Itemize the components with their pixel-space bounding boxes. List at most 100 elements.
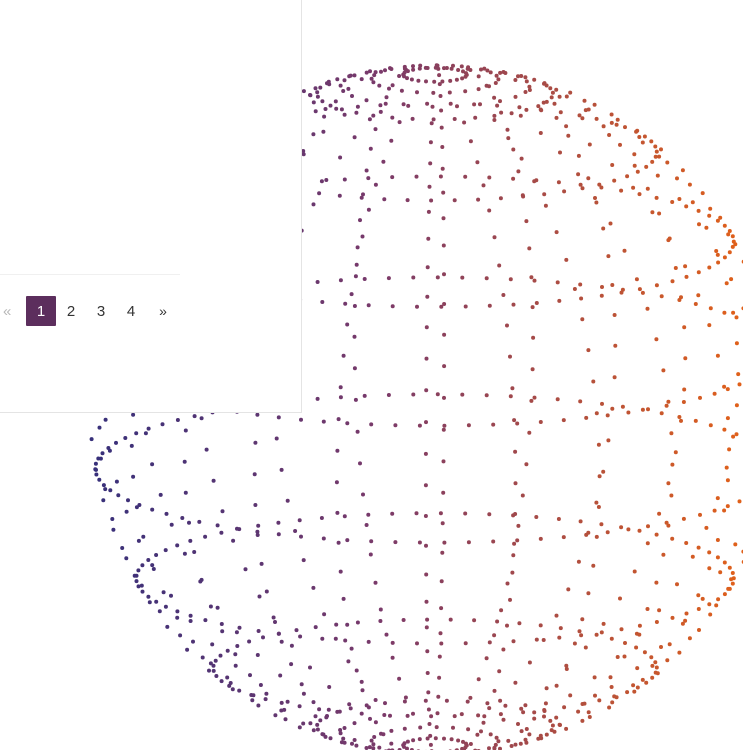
sphere-dot [271,615,276,620]
sphere-dot [120,546,125,550]
sphere-dot [359,195,364,200]
sphere-dot [482,66,487,71]
sphere-dot [625,690,630,695]
sphere-dot [324,178,329,182]
sphere-dot [255,533,260,537]
sphere-dot [578,399,583,404]
sphere-dot [308,665,312,670]
sphere-dot [439,606,444,611]
sphere-dot [354,668,359,673]
sphere-dot [644,164,649,169]
sphere-dot [233,652,238,657]
sphere-dot [523,90,528,94]
sphere-dot [439,304,444,309]
sphere-dot [527,732,532,737]
sphere-dot [487,640,492,645]
sphere-dot [481,720,486,725]
sphere-dot [359,711,364,716]
sphere-dot [614,122,619,127]
sphere-dot [276,415,281,420]
sphere-dot [653,670,658,675]
sphere-dot [424,388,429,393]
sphere-dot [722,508,727,513]
sphere-dot [731,576,736,581]
pagination-next-button[interactable]: » [159,303,167,319]
pagination-page-4[interactable]: 4 [126,302,136,320]
sphere-dot [452,117,457,121]
sphere-dot [325,714,329,718]
sphere-dot [666,523,671,528]
pagination-page-3[interactable]: 3 [96,302,106,320]
sphere-dot [683,356,688,361]
sphere-dot [542,714,546,719]
sphere-dot [405,69,410,74]
sphere-dot [637,287,642,292]
sphere-dot [550,723,555,728]
sphere-dot [681,516,686,521]
sphere-dot [632,569,637,574]
sphere-dot [345,322,350,327]
sphere-dot [712,508,717,513]
sphere-dot [576,153,581,158]
sphere-dot [285,498,290,503]
sphere-dot [297,725,302,730]
sphere-dot [362,277,367,281]
sphere-dot [632,689,637,694]
sphere-dot [682,387,687,392]
sphere-dot [484,276,489,281]
sphere-dot [440,145,445,149]
sphere-dot [301,149,306,153]
sphere-dot [323,107,328,111]
pagination-prev-button[interactable]: « [3,302,12,320]
sphere-dot [670,615,675,620]
sphere-dot [150,462,155,467]
sphere-dot [276,520,281,525]
pagination-page-1[interactable]: 1 [26,296,56,326]
sphere-dot [508,597,512,602]
sphere-dot [696,270,701,275]
sphere-dot [555,397,560,402]
sphere-dot [354,110,359,115]
sphere-dot [657,211,662,216]
sphere-dot [321,536,326,541]
sphere-dot [653,154,658,159]
sphere-dot [250,698,255,703]
sphere-dot [475,160,480,165]
sphere-dot [434,725,439,730]
sphere-dot [582,98,587,103]
sphere-dot [655,173,660,178]
sphere-dot [492,633,497,638]
sphere-dot [718,570,723,575]
sphere-dot [503,703,508,708]
sphere-dot [440,550,445,555]
sphere-dot [188,538,193,543]
sphere-dot [484,393,489,398]
sphere-dot [355,104,360,109]
sphere-dot [337,193,342,198]
sphere-dot [393,540,398,545]
sphere-dot [670,200,675,204]
sphere-dot [675,582,679,587]
sphere-dot [491,539,496,544]
pagination-page-2[interactable]: 2 [66,302,76,320]
sphere-dot [730,571,735,575]
sphere-dot [466,540,471,545]
sphere-dot [313,86,318,91]
sphere-dot [423,65,428,70]
sphere-dot [724,281,729,286]
sphere-dot [714,249,719,253]
sphere-dot [554,613,559,618]
sphere-dot [188,613,193,618]
sphere-dot [707,602,712,607]
sphere-dot [252,472,257,477]
sphere-dot [608,675,613,680]
sphere-dot [466,727,471,732]
sphere-dot [401,618,406,622]
sphere-dot [442,272,446,277]
sphere-dot [601,226,606,231]
sphere-dot [382,713,387,717]
sphere-dot [605,530,610,535]
sphere-dot [199,577,204,582]
sphere-dot [417,423,422,428]
sphere-dot [333,99,338,104]
